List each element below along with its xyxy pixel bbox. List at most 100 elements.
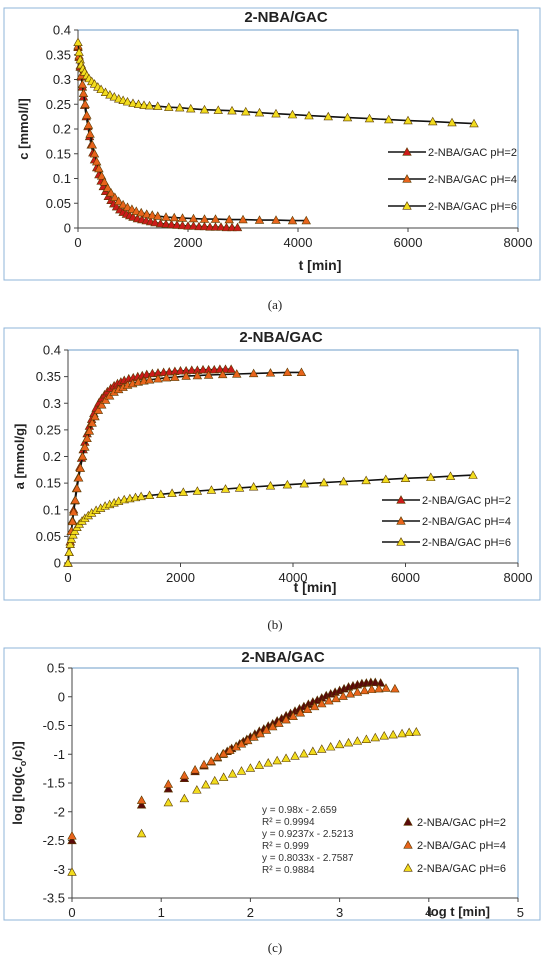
data-point bbox=[89, 148, 100, 158]
data-point bbox=[364, 113, 375, 123]
data-point bbox=[361, 475, 371, 485]
x-tick-label: 0 bbox=[68, 905, 75, 920]
data-point bbox=[80, 99, 90, 108]
data-point bbox=[254, 107, 265, 117]
data-point bbox=[334, 739, 345, 749]
data-point bbox=[150, 217, 160, 227]
data-point bbox=[102, 183, 113, 192]
y-tick-label: 0.1 bbox=[43, 502, 61, 517]
legend: 2-NBA/GAC pH=2 2-NBA/GAC pH=4 2-NBA/GAC pH… bbox=[382, 495, 511, 549]
data-point bbox=[343, 737, 354, 747]
data-point bbox=[100, 395, 111, 404]
data-point bbox=[288, 711, 298, 720]
data-point bbox=[186, 103, 196, 113]
data-point bbox=[63, 558, 73, 567]
data-point bbox=[156, 489, 166, 498]
series-1 bbox=[73, 42, 243, 232]
chart-3: 2-NBA/GAC -3.5 -3 -2.5 -2 -1.5 -1 -0.5 0 0.5 0 1 2 3 4… bbox=[3, 647, 541, 921]
data-point bbox=[144, 100, 155, 110]
data-point bbox=[241, 106, 251, 116]
data-point bbox=[187, 365, 197, 374]
y-tick-label: 0.15 bbox=[36, 476, 61, 491]
data-point bbox=[263, 758, 273, 767]
legend-label: 2-NBA/GAC pH=2 bbox=[417, 817, 506, 829]
y-tick-label: 0.05 bbox=[46, 196, 71, 211]
data-point bbox=[359, 685, 370, 695]
legend-label: 2-NBA/GAC pH=4 bbox=[417, 840, 506, 852]
data-point bbox=[345, 689, 356, 698]
data-point bbox=[87, 418, 97, 427]
data-point bbox=[426, 472, 436, 481]
chart-frame bbox=[3, 647, 541, 921]
y-tick-label: 0.25 bbox=[36, 422, 61, 437]
data-point bbox=[77, 79, 88, 89]
data-point bbox=[192, 370, 203, 380]
x-tick-label: 8000 bbox=[504, 570, 533, 585]
x-tick-label: 4000 bbox=[284, 235, 313, 250]
data-point bbox=[220, 364, 231, 373]
data-point bbox=[338, 476, 349, 486]
data-point bbox=[388, 729, 398, 739]
data-point bbox=[67, 831, 77, 840]
data-point bbox=[164, 102, 174, 111]
y-axis-label: log [log(co/c)] bbox=[10, 741, 28, 825]
y-tick-label: 0.25 bbox=[46, 97, 71, 112]
data-point bbox=[367, 684, 377, 693]
data-point bbox=[170, 372, 180, 381]
data-point bbox=[118, 199, 128, 209]
data-point bbox=[175, 365, 186, 375]
data-point bbox=[216, 222, 226, 231]
data-point bbox=[85, 129, 95, 138]
data-point bbox=[287, 109, 298, 119]
y-tick-label: -3 bbox=[53, 862, 65, 877]
data-point bbox=[190, 764, 200, 774]
data-point bbox=[136, 828, 147, 838]
series-3 bbox=[67, 727, 422, 876]
data-point bbox=[153, 211, 163, 220]
chart-frame bbox=[3, 327, 541, 601]
data-point bbox=[192, 486, 203, 495]
x-tick-label: 6000 bbox=[394, 235, 423, 250]
y-tick-label: 0.1 bbox=[53, 171, 71, 186]
data-point bbox=[153, 101, 163, 110]
data-point bbox=[78, 88, 89, 98]
data-point bbox=[361, 734, 372, 743]
y-axis-label: c [mmol/l] bbox=[16, 98, 31, 159]
data-point bbox=[198, 364, 208, 374]
legend-marker bbox=[402, 174, 412, 183]
data-point bbox=[188, 221, 199, 230]
legend-marker bbox=[396, 537, 406, 546]
data-point bbox=[97, 400, 107, 409]
data-point bbox=[379, 731, 389, 740]
legend-label: 2-NBA/GAC pH=4 bbox=[422, 516, 511, 528]
caption-b: (b) bbox=[267, 617, 283, 632]
data-point bbox=[167, 488, 177, 497]
x-tick-label: 2000 bbox=[166, 570, 195, 585]
data-point bbox=[82, 433, 92, 443]
data-point bbox=[370, 732, 380, 742]
data-point bbox=[201, 779, 211, 789]
data-point bbox=[96, 84, 106, 94]
legend-label: 2-NBA/GAC pH=6 bbox=[417, 863, 506, 875]
data-point bbox=[65, 539, 75, 549]
data-point bbox=[172, 220, 182, 229]
data-point bbox=[188, 213, 199, 223]
data-point bbox=[199, 104, 210, 114]
data-point bbox=[192, 785, 202, 794]
x-tick-label: 0 bbox=[64, 570, 71, 585]
data-point bbox=[110, 192, 120, 201]
y-tick-label: 0.15 bbox=[46, 146, 71, 161]
data-point bbox=[66, 534, 77, 543]
data-point bbox=[265, 368, 276, 377]
data-point bbox=[272, 755, 282, 765]
y-axis-label: a [mmol/g] bbox=[12, 424, 27, 490]
data-point bbox=[295, 708, 306, 717]
data-point bbox=[100, 87, 111, 97]
data-point bbox=[91, 156, 102, 166]
legend-label: 2-NBA/GAC pH=2 bbox=[428, 147, 517, 159]
series-3 bbox=[73, 37, 479, 128]
data-point bbox=[428, 116, 438, 126]
data-point bbox=[163, 783, 174, 793]
data-point bbox=[411, 727, 422, 736]
data-point bbox=[177, 213, 188, 222]
